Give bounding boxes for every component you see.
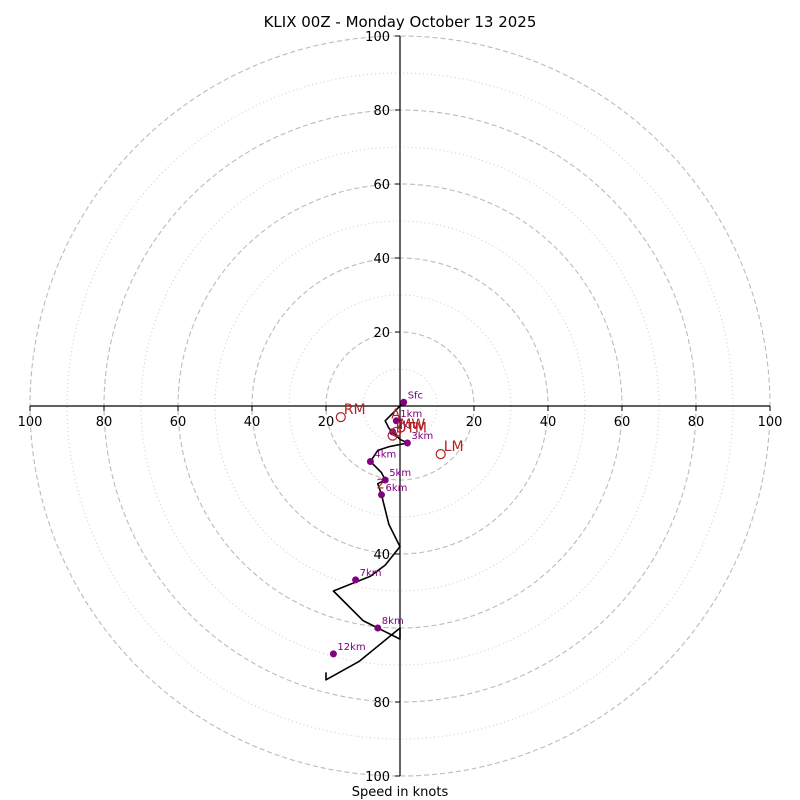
storm-motion-label: MW: [399, 417, 425, 433]
hodograph-line: [325, 401, 409, 681]
height-point: [329, 650, 337, 658]
x-tick-label: 100: [758, 415, 783, 430]
height-label: 5km: [389, 468, 411, 479]
height-label: 8km: [382, 616, 404, 627]
trace-annotation: A: [391, 407, 400, 422]
y-tick-label: 80: [373, 696, 390, 711]
x-tick-label: 20: [466, 415, 483, 430]
y-tick-label: 100: [365, 770, 390, 785]
height-point: [366, 458, 374, 465]
x-tick-label: 60: [614, 415, 631, 430]
height-label: 12km: [337, 642, 365, 653]
height-label: 7km: [360, 568, 382, 579]
y-tick-label: 40: [373, 252, 390, 267]
height-point: [378, 491, 385, 499]
height-label: 6km: [386, 483, 408, 494]
storm-motion-point: [391, 426, 402, 437]
height-point: [400, 398, 408, 406]
x-tick-label: 100: [18, 415, 43, 430]
tick-labels: 100 80 60 40 20 20 40 60 80 100 100 80 60 40 20 40 80 100: [18, 30, 783, 785]
hodograph-trace: A2: [325, 401, 409, 681]
height-label: 2km: [397, 420, 419, 431]
height-point: [392, 417, 400, 425]
height-point: [381, 476, 389, 484]
x-tick-label: 40: [244, 415, 261, 430]
storm-motion-label: DTM: [396, 421, 427, 437]
y-tick-label: 60: [373, 178, 390, 193]
y-tick-label: 100: [365, 30, 390, 45]
x-tick-label: 80: [96, 415, 113, 430]
storm-motion-label: RM: [344, 402, 366, 418]
height-point: [352, 576, 360, 584]
y-tick-label: 80: [373, 104, 390, 119]
height-point: [403, 439, 411, 447]
height-label: Sfc: [408, 390, 423, 401]
storm-motion-point: [335, 412, 346, 423]
trace-annotation: 2: [377, 478, 385, 493]
height-label: 4km: [374, 450, 396, 461]
storm-motion-label: LM: [444, 439, 464, 455]
x-tick-label: 40: [540, 415, 557, 430]
x-tick-label: 80: [688, 415, 705, 430]
storm-motion-point: [387, 430, 398, 441]
y-tick-label: 20: [373, 326, 390, 341]
x-tick-label: 60: [170, 415, 187, 430]
height-point: [374, 624, 382, 632]
height-label: 3km: [411, 431, 433, 442]
storm-motion-point: [435, 449, 446, 460]
height-point: [389, 428, 397, 436]
height-label: 1km: [400, 409, 422, 420]
y-tick-label: 40: [373, 548, 390, 563]
x-tick-label: 20: [318, 415, 335, 430]
x-axis-label: Speed in knots: [352, 785, 449, 800]
chart-title: KLIX 00Z - Monday October 13 2025: [264, 13, 537, 31]
